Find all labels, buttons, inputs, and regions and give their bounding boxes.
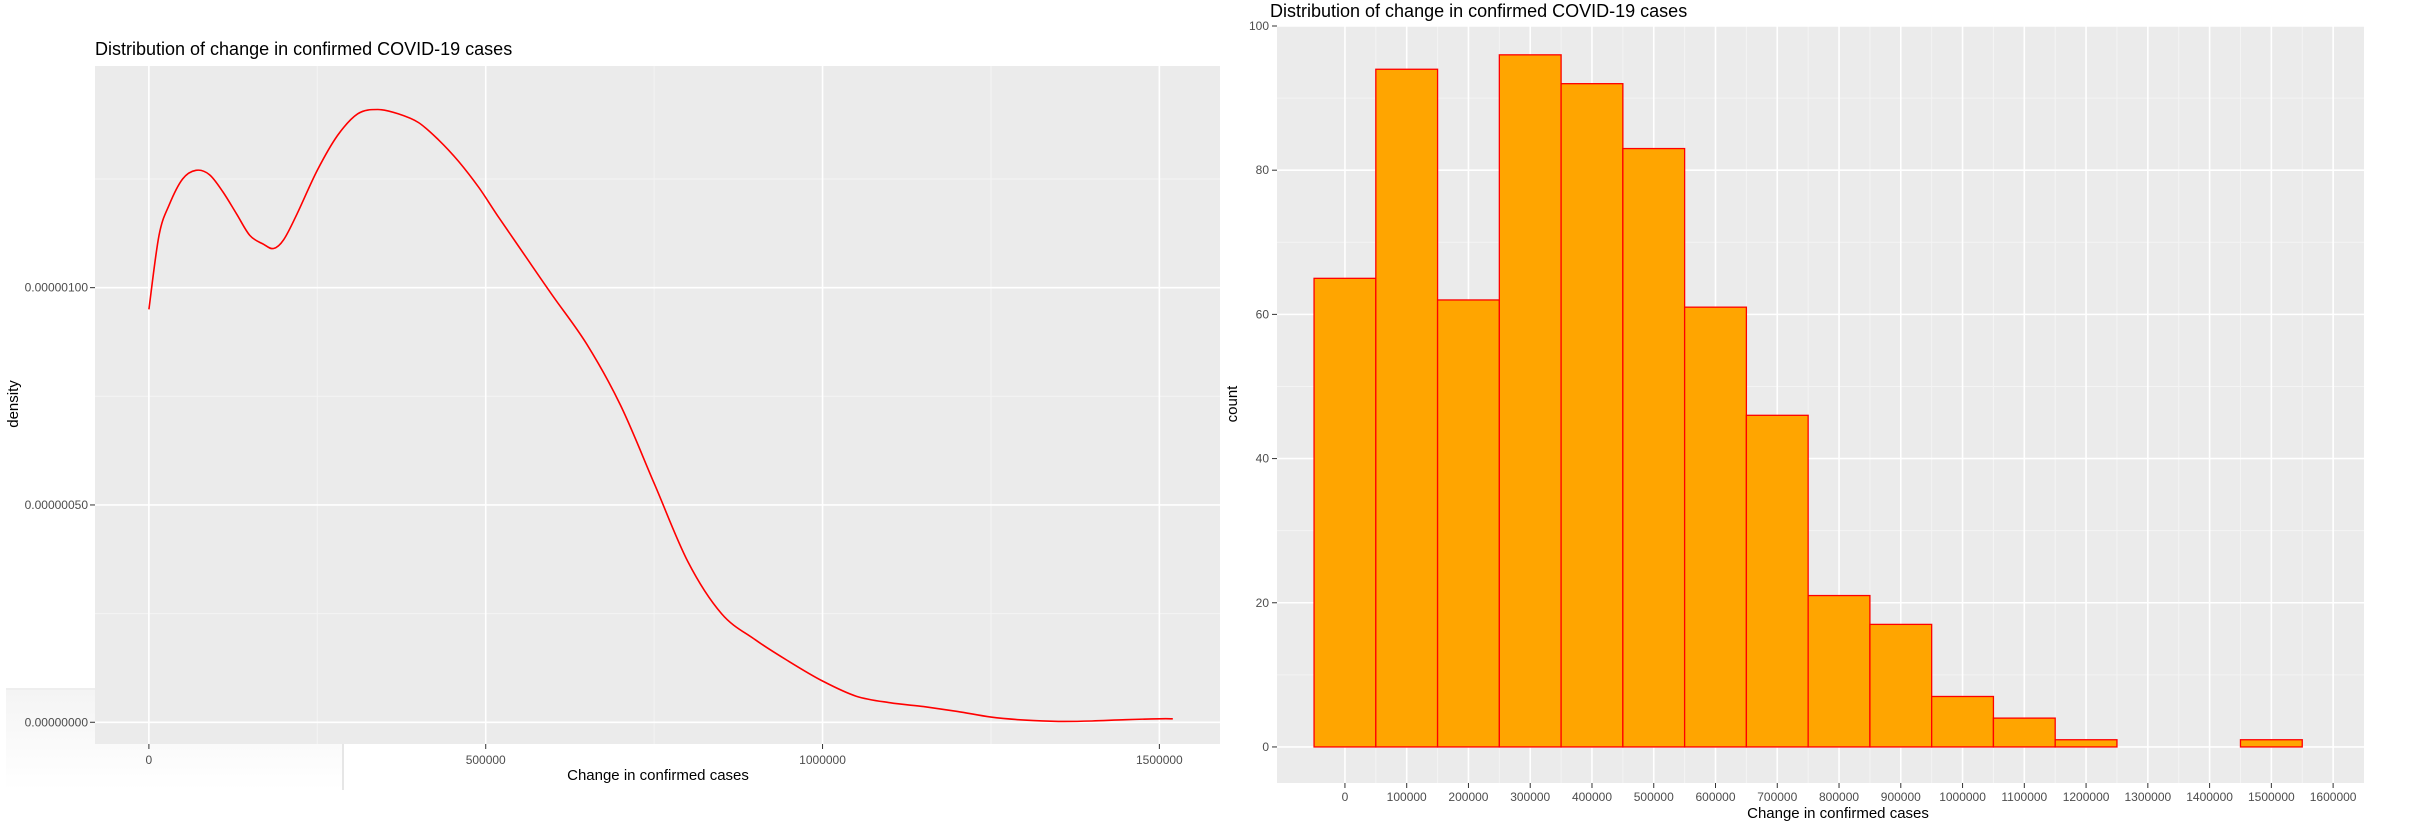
histogram-plot: Distribution of change in confirmed COVI… [1224,1,2364,822]
histogram-bar [2054,739,2118,748]
density-chart-title: Distribution of change in confirmed COVI… [95,39,512,59]
histogram-bar [1622,147,1686,748]
histogram-bar [1992,717,2056,748]
density-y-axis-label: density [5,380,22,428]
density-gridlines [95,66,1220,744]
density-x-axis-label: Change in confirmed cases [567,767,749,784]
histogram-x-tick-label: 1600000 [2310,790,2357,804]
density-y-tick-label: 0.00000050 [25,498,89,512]
density-x-tick-label: 0 [146,753,153,767]
histogram-x-tick-label: 700000 [1757,790,1797,804]
histogram-x-tick-label: 1300000 [2124,790,2171,804]
histogram-x-tick-label: 200000 [1448,790,1488,804]
histogram-x-tick-label: 1200000 [2063,790,2110,804]
histogram-y-tick-label: 20 [1256,596,1270,610]
histogram-bar [2239,739,2303,748]
histogram-y-tick-label: 60 [1256,307,1270,321]
histogram-y-tick-label: 100 [1249,19,1269,33]
histogram-bar [1869,623,1933,748]
histogram-y-axis-ticks: 0 20 40 60 80 100 [1249,19,1277,754]
histogram-bars [1313,54,2303,748]
density-x-tick-label: 1500000 [1136,753,1183,767]
histogram-x-tick-label: 300000 [1510,790,1550,804]
density-curve [148,108,1173,723]
histogram-bar [1931,695,1995,748]
histogram-bar [1683,306,1748,748]
density-y-tick-label: 0.00000100 [25,281,89,295]
histogram-x-tick-label: 900000 [1881,790,1921,804]
histogram-bar [1745,414,1809,748]
density-plot-panel [95,66,1220,744]
histogram-y-axis-label: count [1224,385,1241,423]
histogram-x-tick-label: 600000 [1695,790,1735,804]
histogram-x-axis-ticks: 0 100000 200000 300000 400000 500000 600000 700… [1342,783,2357,804]
histogram-x-tick-label: 500000 [1634,790,1674,804]
histogram-bar [1375,68,1439,748]
histogram-bar [1807,594,1871,748]
histogram-x-tick-label: 400000 [1572,790,1612,804]
histogram-x-axis-label: Change in confirmed cases [1747,805,1929,822]
histogram-y-tick-label: 80 [1256,163,1270,177]
histogram-x-tick-label: 0 [1342,790,1349,804]
histogram-y-tick-label: 40 [1256,452,1270,466]
histogram-x-tick-label: 1400000 [2186,790,2233,804]
histogram-chart-title: Distribution of change in confirmed COVI… [1270,1,1687,21]
density-x-axis-ticks: 0 500000 1000000 1500000 [146,744,1183,767]
density-y-tick-label: 0.00000000 [25,715,89,729]
histogram-x-tick-label: 100000 [1387,790,1427,804]
histogram-x-tick-label: 800000 [1819,790,1859,804]
histogram-x-tick-label: 1000000 [1939,790,1986,804]
histogram-bar [1560,83,1624,748]
histogram-bar [1436,299,1500,748]
histogram-bar [1498,54,1562,748]
histogram-x-tick-label: 1500000 [2248,790,2295,804]
histogram-x-tick-label: 1100000 [2001,790,2047,804]
density-x-tick-label: 500000 [466,753,506,767]
density-y-axis-ticks: 0.00000000 0.00000050 0.00000100 [25,281,95,729]
density-plot: Distribution of change in confirmed COVI… [5,39,1220,784]
histogram-bar [1313,277,1377,748]
histogram-y-tick-label: 0 [1262,740,1269,754]
density-x-tick-label: 1000000 [799,753,846,767]
